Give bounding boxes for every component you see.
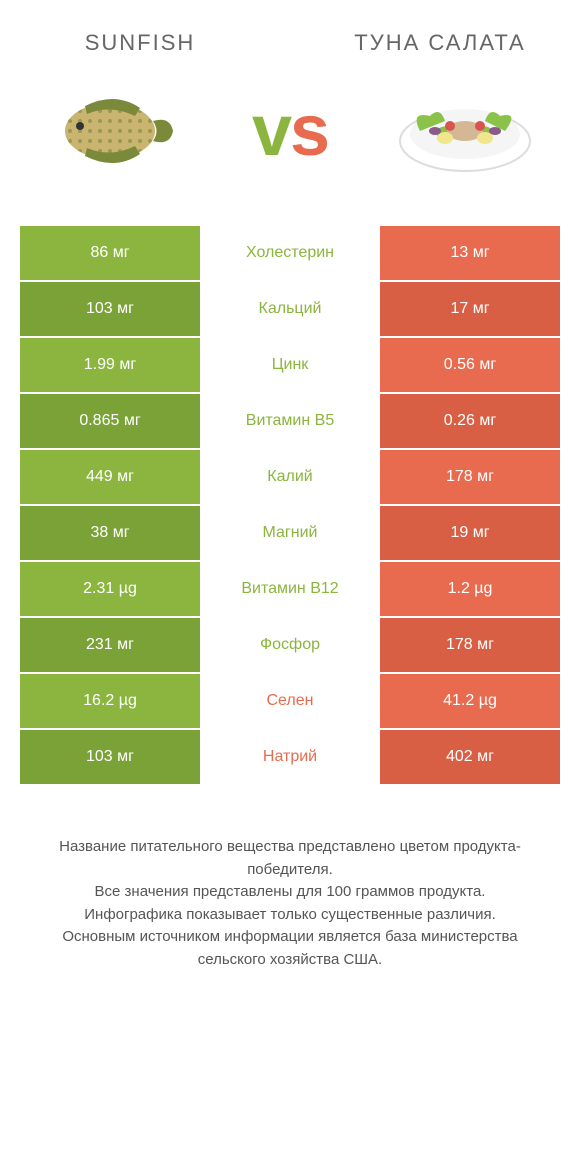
nutrient-left-value: 231 мг bbox=[20, 618, 200, 672]
nutrient-label: Витамин B5 bbox=[200, 394, 380, 448]
nutrient-right-value: 0.56 мг bbox=[380, 338, 560, 392]
sunfish-icon bbox=[45, 86, 185, 176]
nutrient-row: 1.99 мгЦинк0.56 мг bbox=[20, 338, 560, 394]
nutrient-right-value: 19 мг bbox=[380, 506, 560, 560]
footer-line: Все значения представлены для 100 граммо… bbox=[30, 881, 550, 904]
nutrient-row: 231 мгФосфор178 мг bbox=[20, 618, 560, 674]
nutrient-row: 2.31 µgВитамин B121.2 µg bbox=[20, 562, 560, 618]
nutrient-label: Холестерин bbox=[200, 226, 380, 280]
nutrient-label: Магний bbox=[200, 506, 380, 560]
nutrient-right-value: 13 мг bbox=[380, 226, 560, 280]
nutrient-left-value: 1.99 мг bbox=[20, 338, 200, 392]
nutrient-left-value: 103 мг bbox=[20, 730, 200, 784]
footer-notes: Название питательного вещества представл… bbox=[0, 786, 580, 971]
left-food-title: Sunfish bbox=[40, 30, 240, 56]
nutrient-row: 0.865 мгВитамин B50.26 мг bbox=[20, 394, 560, 450]
nutrient-left-value: 103 мг bbox=[20, 282, 200, 336]
nutrient-label: Цинк bbox=[200, 338, 380, 392]
vs-row: vs bbox=[0, 66, 580, 226]
nutrient-left-value: 86 мг bbox=[20, 226, 200, 280]
nutrient-label: Калий bbox=[200, 450, 380, 504]
nutrient-right-value: 402 мг bbox=[380, 730, 560, 784]
nutrient-left-value: 16.2 µg bbox=[20, 674, 200, 728]
right-food-image bbox=[390, 76, 540, 186]
nutrient-label: Фосфор bbox=[200, 618, 380, 672]
nutrient-row: 103 мгКальций17 мг bbox=[20, 282, 560, 338]
nutrient-right-value: 1.2 µg bbox=[380, 562, 560, 616]
nutrient-left-value: 38 мг bbox=[20, 506, 200, 560]
nutrient-right-value: 178 мг bbox=[380, 618, 560, 672]
nutrient-right-value: 0.26 мг bbox=[380, 394, 560, 448]
nutrient-label: Натрий bbox=[200, 730, 380, 784]
nutrient-left-value: 449 мг bbox=[20, 450, 200, 504]
left-food-image bbox=[40, 76, 190, 186]
nutrient-right-value: 17 мг bbox=[380, 282, 560, 336]
nutrient-left-value: 2.31 µg bbox=[20, 562, 200, 616]
footer-line: Инфографика показывает только существенн… bbox=[30, 904, 550, 927]
nutrient-row: 449 мгКалий178 мг bbox=[20, 450, 560, 506]
nutrient-right-value: 41.2 µg bbox=[380, 674, 560, 728]
nutrient-right-value: 178 мг bbox=[380, 450, 560, 504]
nutrient-left-value: 0.865 мг bbox=[20, 394, 200, 448]
nutrient-row: 38 мгМагний19 мг bbox=[20, 506, 560, 562]
nutrient-row: 86 мгХолестерин13 мг bbox=[20, 226, 560, 282]
nutrient-comparison-table: 86 мгХолестерин13 мг103 мгКальций17 мг1.… bbox=[20, 226, 560, 786]
nutrient-label: Кальций bbox=[200, 282, 380, 336]
footer-line: Название питательного вещества представл… bbox=[30, 836, 550, 881]
tuna-salad-icon bbox=[390, 76, 540, 186]
nutrient-row: 103 мгНатрий402 мг bbox=[20, 730, 560, 786]
nutrient-label: Витамин B12 bbox=[200, 562, 380, 616]
right-food-title: Туна Салата bbox=[340, 30, 540, 56]
nutrient-row: 16.2 µgСелен41.2 µg bbox=[20, 674, 560, 730]
footer-line: Основным источником информации является … bbox=[30, 926, 550, 971]
nutrient-label: Селен bbox=[200, 674, 380, 728]
comparison-header: Sunfish Туна Салата bbox=[0, 0, 580, 66]
vs-label: vs bbox=[252, 90, 328, 172]
